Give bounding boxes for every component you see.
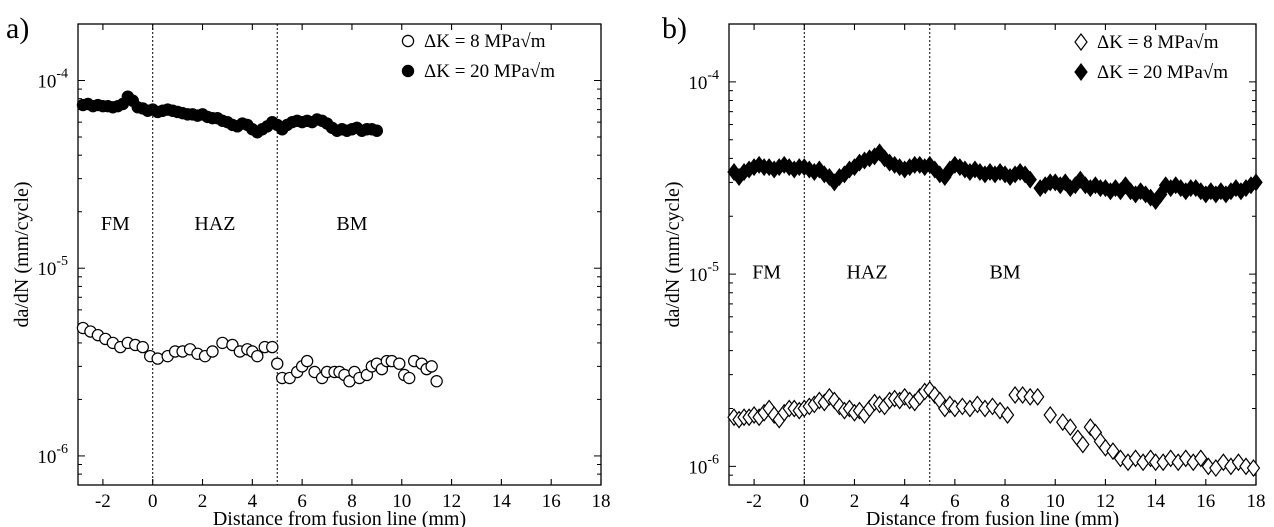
x-tick-label: 12 [442,491,461,512]
data-point [1098,438,1113,457]
x-tick-label: -2 [95,491,111,512]
panel-label: a) [6,12,29,45]
x-tick-label: 18 [592,491,611,512]
data-point [1113,449,1128,468]
data-point [425,360,438,373]
x-tick-label: 12 [1096,491,1115,512]
data-point [430,375,443,388]
data-point [216,336,229,350]
data-point [1076,435,1090,454]
x-tick-label: 2 [198,491,208,512]
data-point [1023,170,1037,189]
x-tick-label: 4 [900,491,910,512]
data-point [300,354,314,368]
data-point [1056,413,1070,432]
legend-label: ΔK = 8 MPa√m [1097,32,1219,53]
y-tick-label: 10-6 [688,452,719,478]
x-tick-label: 18 [1247,491,1266,512]
x-tick-label: 6 [950,491,960,512]
x-tick-label: 10 [1046,491,1065,512]
data-point [955,397,970,416]
series-0 [76,321,443,388]
data-point [403,371,416,385]
data-point [1194,449,1208,468]
data-point [993,401,1007,420]
x-tick-label: 0 [800,491,810,512]
data-point [1063,418,1078,437]
x-tick-label: 16 [542,491,561,512]
x-tick-label: 8 [1000,491,1010,512]
data-point [151,352,164,365]
data-point [1201,457,1216,476]
y-axis-title: da/dN (mm/cycle) [11,181,33,327]
x-tick-label: 6 [297,491,307,512]
x-tick-label: 16 [1196,491,1215,512]
data-point [1163,449,1178,468]
region-label: HAZ [194,213,235,235]
series-0 [727,380,1261,478]
series-1 [76,90,384,139]
y-tick-label: 10-4 [688,68,719,94]
x-tick-label: -2 [746,491,762,512]
legend-label: ΔK = 20 MPa√m [424,61,555,82]
y-tick-label: 10-6 [37,442,68,468]
legend-marker [401,64,415,78]
data-point [206,345,219,358]
data-point [1216,453,1231,472]
data-point [822,168,837,187]
legend-label: ΔK = 20 MPa√m [1097,62,1228,83]
y-axis-title: da/dN (mm/cycle) [662,181,684,327]
panel-label: b) [662,12,687,45]
x-tick-label: 14 [1146,491,1166,512]
legend-label: ΔK = 8 MPa√m [424,31,546,52]
data-point [136,340,149,354]
data-point [266,340,279,354]
region-label: FM [101,213,130,235]
data-point [928,386,942,405]
x-axis-title: Distance from fusion line (mm) [213,508,466,527]
plot-frame [728,23,1257,486]
y-tick-label: 10-5 [37,254,68,280]
data-point [1000,406,1015,425]
data-point [1246,459,1261,478]
data-point [1030,387,1045,406]
data-point [370,124,384,137]
x-tick-label: 4 [248,491,258,512]
region-label: FM [752,261,781,283]
data-point [251,349,264,363]
data-point [727,162,741,181]
series-1 [727,143,1263,211]
data-point [1043,406,1057,425]
x-axis-title: Distance from fusion line (mm) [866,508,1119,527]
legend-marker [401,34,415,48]
legend-marker [1074,33,1088,51]
region-label: BM [989,261,1020,283]
plot-frame [77,23,602,486]
y-tick-label: 10-5 [688,260,719,286]
data-point [393,357,406,370]
panel-b: b) -2 0 2 4 6 8 10 12 14 16 18 10-6 10-5 10-4 Distance … [662,12,1266,527]
x-tick-label: 0 [148,491,158,512]
region-label: HAZ [846,261,887,283]
x-tick-label: 8 [347,491,357,512]
data-point [1106,442,1120,461]
data-point [923,380,937,399]
x-tick-label: 14 [492,491,512,512]
data-point [271,357,284,370]
data-point [970,395,985,414]
panel-a: a) -2 0 2 4 6 8 10 12 14 16 18 10-6 10-5 10-4 Distance … [6,12,611,527]
legend-marker [1074,63,1088,81]
data-point [1249,173,1263,192]
region-label: BM [336,213,367,235]
x-tick-label: 10 [392,491,411,512]
x-tick-label: 2 [850,491,860,512]
y-tick-label: 10-4 [37,67,68,93]
